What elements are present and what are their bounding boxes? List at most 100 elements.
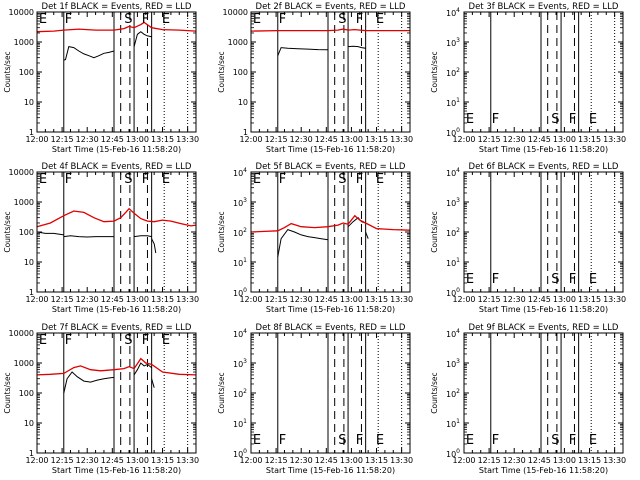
x-axis-label: Start Time (15-Feb-16 11:58:20) [479,466,608,475]
x-tick-label: 13:00 [340,456,363,465]
y-tick-label: 100 [233,68,248,77]
y-tick-label: 10000 [9,8,34,17]
x-tick-label: 13:15 [578,135,601,144]
detector-panel: Det 2f BLACK = Events, RED = LLD 1 10 100 10… [217,2,413,154]
y-axis-label: Counts/sec [430,372,439,413]
x-tick-label: 13:00 [553,135,576,144]
events-series-line [365,231,369,239]
y-tick-label: 10000 [9,168,34,177]
x-tick-label: 13:00 [126,295,149,304]
events-series-line [63,235,114,238]
x-tick-label: 12:00 [452,295,475,304]
y-tick-label: 100 [19,228,34,237]
y-tick-label: 100 [446,287,460,298]
y-tick-label: 104 [446,328,460,339]
y-tick-label: 1 [29,128,34,137]
x-tick-label: 12:30 [290,456,313,465]
panel-title: Det 2f BLACK = Events, RED = LLD [256,2,406,12]
lld-series-line [250,214,411,233]
detector-panel: Det 7f BLACK = Events, RED = LLD 1 10 100 10… [3,323,199,475]
x-tick-label: 12:30 [76,295,99,304]
phase-marker-label: S [124,172,132,187]
y-tick-label: 1000 [228,38,248,47]
panel-title: Det 1f BLACK = Events, RED = LLD [42,2,192,12]
events-series-line [63,46,115,61]
phase-marker-label: F [279,433,286,448]
phase-marker-label: E [376,433,384,448]
y-tick-label: 10000 [223,8,248,17]
panel-title: Det 9f BLACK = Events, RED = LLD [469,323,619,333]
phase-marker-label: F [356,12,363,27]
y-tick-label: 103 [446,37,460,48]
phase-marker-label: E [466,272,474,287]
y-tick-label: 103 [233,358,247,369]
phase-marker-label: F [569,433,576,448]
phase-marker-label: E [253,172,261,187]
phase-marker-label: F [569,112,576,127]
phase-marker-label: E [162,172,170,187]
lld-series-line [36,21,197,33]
plot-frame [250,171,411,293]
x-tick-label: 13:15 [365,456,388,465]
y-tick-label: 10 [24,258,34,267]
x-tick-label: 12:30 [503,135,526,144]
x-tick-label: 12:30 [503,456,526,465]
y-tick-label: 1000 [14,198,34,207]
detector-panel: Det 6f BLACK = Events, RED = LLD 100 101 10… [430,162,626,314]
events-series-line [133,362,152,376]
y-tick-label: 1 [29,449,34,458]
phase-marker-label: S [338,172,346,187]
x-tick-label: 12:00 [239,456,262,465]
events-series-line [36,231,64,236]
y-tick-label: 10000 [9,329,34,338]
x-tick-label: 12:45 [528,295,551,304]
x-tick-label: 12:45 [315,295,338,304]
phase-marker-label: E [466,112,474,127]
phase-marker-label: F [65,12,72,27]
events-series-line [151,378,155,388]
plot-frame [250,332,411,454]
events-series-line [277,47,329,56]
events-series-line [277,229,329,257]
x-axis-label: Start Time (15-Feb-16 11:58:20) [52,145,181,154]
y-tick-label: 100 [19,389,34,398]
x-tick-label: 13:30 [390,135,413,144]
lld-series-line [36,357,197,376]
events-series-line [151,238,157,254]
x-tick-label: 12:45 [101,135,124,144]
x-tick-label: 12:15 [51,456,74,465]
y-axis-label: Counts/sec [217,211,226,252]
y-tick-label: 101 [233,257,247,268]
x-axis-label: Start Time (15-Feb-16 11:58:20) [479,145,608,154]
x-tick-label: 13:30 [176,135,199,144]
y-tick-label: 103 [446,197,460,208]
x-tick-label: 12:15 [265,135,288,144]
x-tick-label: 12:15 [51,135,74,144]
x-tick-label: 12:00 [25,295,48,304]
detector-panel: Det 3f BLACK = Events, RED = LLD 100 101 10… [430,2,626,154]
x-tick-label: 12:45 [315,456,338,465]
x-axis-label: Start Time (15-Feb-16 11:58:20) [52,466,181,475]
x-tick-label: 13:30 [390,295,413,304]
x-tick-label: 13:30 [390,456,413,465]
plot-frame [463,332,624,454]
phase-marker-label: F [356,172,363,187]
x-tick-label: 13:15 [365,295,388,304]
y-tick-label: 102 [233,227,247,238]
x-tick-label: 13:30 [603,295,626,304]
detector-panel: Det 8f BLACK = Events, RED = LLD 100 101 10… [217,323,413,475]
events-series-line [63,371,115,394]
x-axis-label: Start Time (15-Feb-16 11:58:20) [52,305,181,314]
plot-frame [36,171,197,293]
phase-marker-label: E [589,272,597,287]
plot-frame [250,11,411,133]
x-tick-label: 13:15 [151,135,174,144]
panel-title: Det 7f BLACK = Events, RED = LLD [42,323,192,333]
phase-marker-label: F [142,172,149,187]
x-tick-label: 12:30 [290,295,313,304]
y-axis-label: Counts/sec [3,51,12,92]
x-tick-label: 12:30 [76,456,99,465]
y-tick-label: 102 [446,227,460,238]
x-tick-label: 12:00 [239,135,262,144]
phase-marker-label: E [253,433,261,448]
